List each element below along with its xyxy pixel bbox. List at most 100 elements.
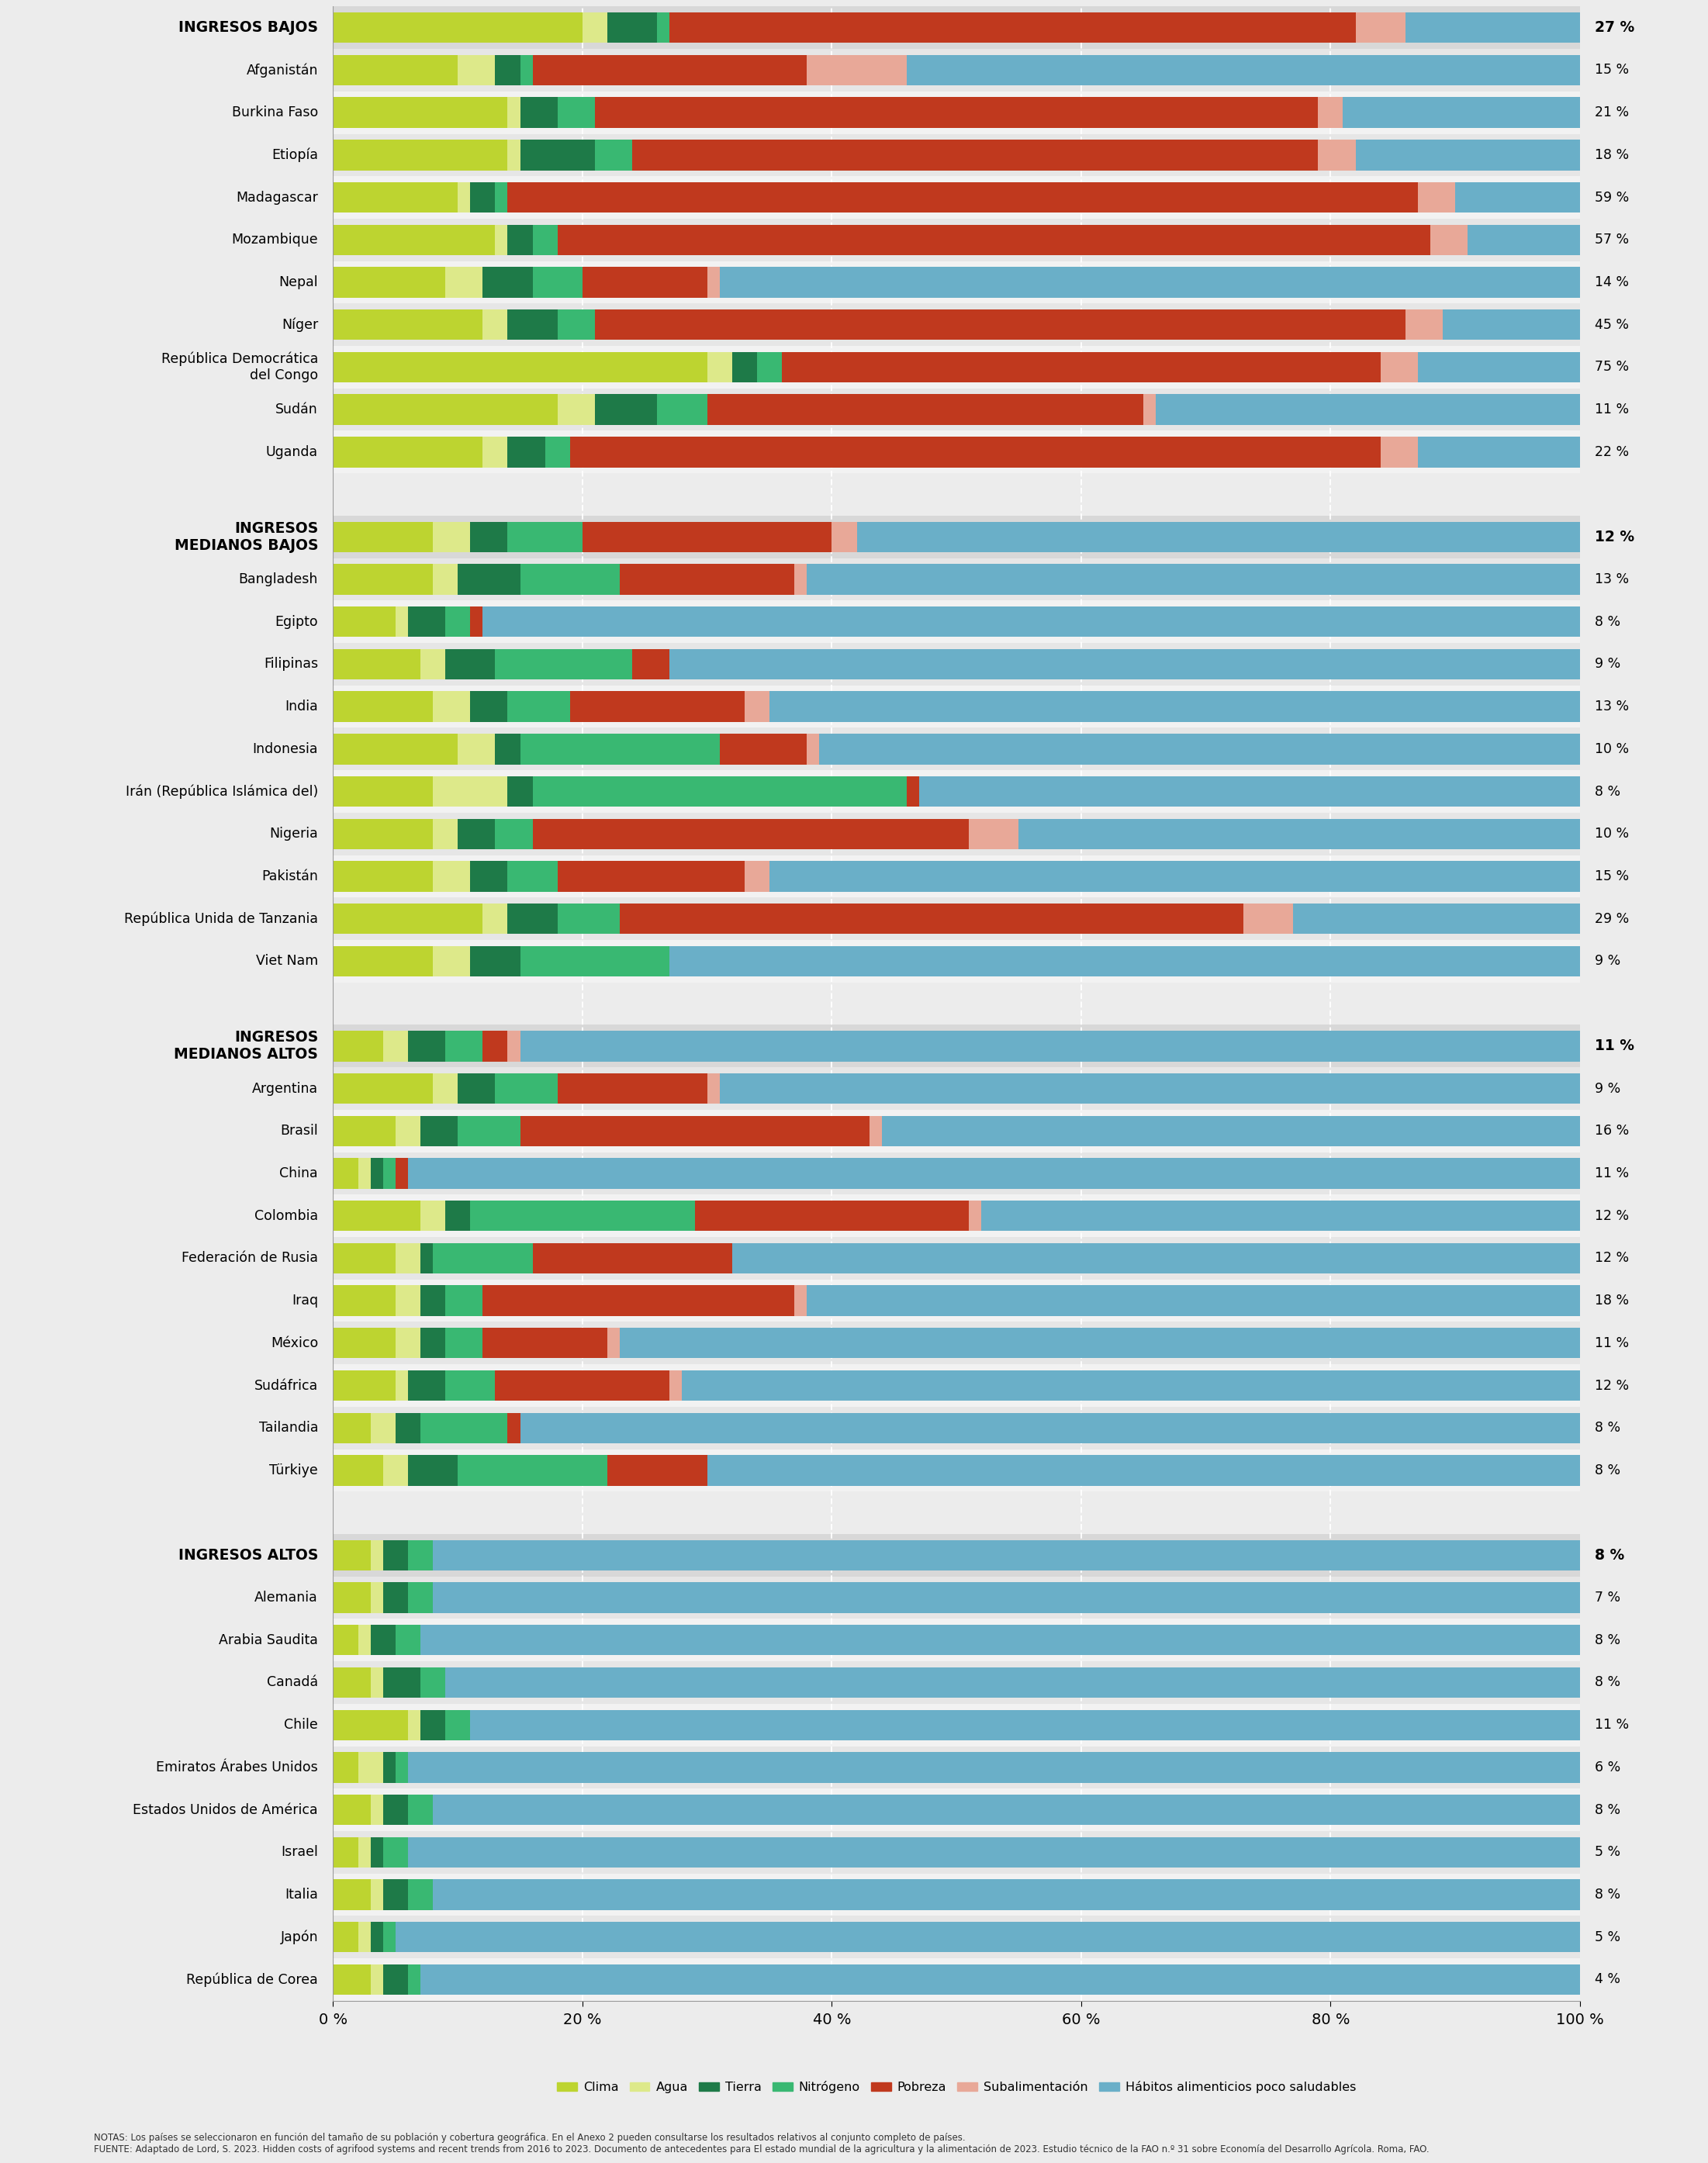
Text: 22 %: 22 %	[1595, 446, 1629, 459]
Bar	[483, 904, 507, 934]
Bar	[333, 1540, 371, 1570]
Text: Estados Unidos de América: Estados Unidos de América	[133, 1802, 318, 1817]
Bar	[371, 1836, 383, 1867]
Text: INGRESOS
MEDIANOS ALTOS: INGRESOS MEDIANOS ALTOS	[174, 1030, 318, 1062]
Bar	[557, 1073, 707, 1103]
Bar	[432, 818, 458, 850]
Bar	[333, 521, 432, 552]
Bar	[620, 1328, 1580, 1358]
Text: 12 %: 12 %	[1595, 530, 1635, 545]
Bar	[333, 727, 1580, 770]
Bar	[333, 474, 1580, 515]
Bar	[1018, 818, 1580, 850]
Text: 75 %: 75 %	[1595, 361, 1629, 374]
Bar	[519, 141, 594, 171]
Bar	[470, 945, 519, 976]
Bar	[333, 309, 483, 340]
Bar	[333, 394, 557, 424]
Bar	[483, 1032, 507, 1062]
Bar	[733, 353, 757, 383]
Bar	[333, 818, 432, 850]
Bar	[632, 141, 1319, 171]
Bar	[582, 266, 707, 298]
Bar	[782, 353, 1380, 383]
Bar	[670, 1369, 681, 1402]
Bar	[333, 50, 1580, 91]
Bar	[507, 97, 519, 128]
Text: Türkiye: Türkiye	[270, 1464, 318, 1477]
Bar	[333, 558, 1580, 601]
Bar	[458, 733, 495, 764]
Bar	[432, 692, 470, 722]
Text: 12 %: 12 %	[1595, 1378, 1629, 1393]
Bar	[420, 1668, 446, 1698]
Bar	[458, 565, 519, 595]
Bar	[1293, 904, 1580, 934]
Bar	[1455, 182, 1580, 212]
Bar	[333, 1880, 371, 1910]
Bar	[420, 1964, 1580, 1994]
Text: India: India	[285, 699, 318, 714]
Bar	[707, 1456, 1580, 1486]
Bar	[333, 430, 1580, 474]
Bar	[446, 1369, 495, 1402]
Bar	[495, 1073, 557, 1103]
Bar	[806, 565, 1580, 595]
Bar	[557, 904, 620, 934]
Bar	[395, 1157, 408, 1190]
Bar	[1356, 141, 1580, 171]
Bar	[333, 777, 432, 807]
Bar	[333, 1116, 395, 1146]
Bar	[1380, 353, 1418, 383]
Bar	[333, 733, 458, 764]
Bar	[408, 1157, 1580, 1190]
Bar	[333, 1583, 371, 1614]
Text: Italia: Italia	[285, 1888, 318, 1901]
Text: 8 %: 8 %	[1595, 1676, 1621, 1689]
Text: Pakistán: Pakistán	[261, 870, 318, 883]
Bar	[670, 13, 1356, 43]
Bar	[333, 1618, 1580, 1661]
Bar	[582, 521, 832, 552]
Bar	[446, 1709, 470, 1741]
Text: México: México	[270, 1337, 318, 1350]
Bar	[470, 182, 495, 212]
Text: 18 %: 18 %	[1595, 147, 1629, 162]
Bar	[408, 1540, 432, 1570]
Bar	[383, 1540, 408, 1570]
Bar	[458, 818, 495, 850]
Text: Brasil: Brasil	[280, 1125, 318, 1138]
Bar	[333, 601, 1580, 642]
Bar	[333, 1795, 371, 1826]
Text: 9 %: 9 %	[1595, 658, 1621, 671]
Bar	[383, 1456, 408, 1486]
Bar	[458, 182, 470, 212]
Bar	[371, 1624, 395, 1655]
Bar	[408, 1880, 432, 1910]
Bar	[333, 1406, 1580, 1449]
Bar	[383, 1583, 408, 1614]
Bar	[333, 1668, 371, 1698]
Bar	[458, 54, 495, 84]
Bar	[420, 1116, 458, 1146]
Bar	[383, 1752, 395, 1782]
Bar	[1319, 141, 1356, 171]
Bar	[1443, 309, 1580, 340]
Text: 8 %: 8 %	[1595, 1802, 1621, 1817]
Bar	[570, 437, 1380, 467]
Bar	[557, 97, 594, 128]
Bar	[470, 521, 507, 552]
Text: Indonesia: Indonesia	[253, 742, 318, 757]
Bar	[507, 182, 1418, 212]
Bar	[333, 898, 1580, 941]
Bar	[333, 770, 1580, 813]
Text: 8 %: 8 %	[1595, 614, 1621, 629]
Text: Alemania: Alemania	[254, 1590, 318, 1605]
Bar	[420, 1412, 507, 1443]
Bar	[733, 1244, 1580, 1274]
Bar	[333, 945, 432, 976]
Text: Burkina Faso: Burkina Faso	[232, 106, 318, 119]
Bar	[333, 941, 1580, 982]
Text: 8 %: 8 %	[1595, 785, 1621, 798]
Bar	[507, 521, 582, 552]
